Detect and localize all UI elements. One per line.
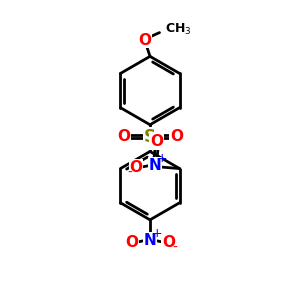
Text: O: O <box>117 129 130 144</box>
Text: -: - <box>127 165 132 179</box>
Text: S: S <box>144 128 156 146</box>
Text: O: O <box>129 160 142 175</box>
Text: +: + <box>157 152 167 165</box>
Text: O: O <box>162 235 175 250</box>
Text: N: N <box>144 233 156 248</box>
Text: O: O <box>138 32 151 47</box>
Text: +: + <box>151 227 162 240</box>
Text: O: O <box>150 134 163 149</box>
Text: CH$_3$: CH$_3$ <box>166 22 192 37</box>
Text: N: N <box>149 158 162 173</box>
Text: O: O <box>125 235 138 250</box>
Text: -: - <box>172 241 177 254</box>
Text: O: O <box>170 129 183 144</box>
